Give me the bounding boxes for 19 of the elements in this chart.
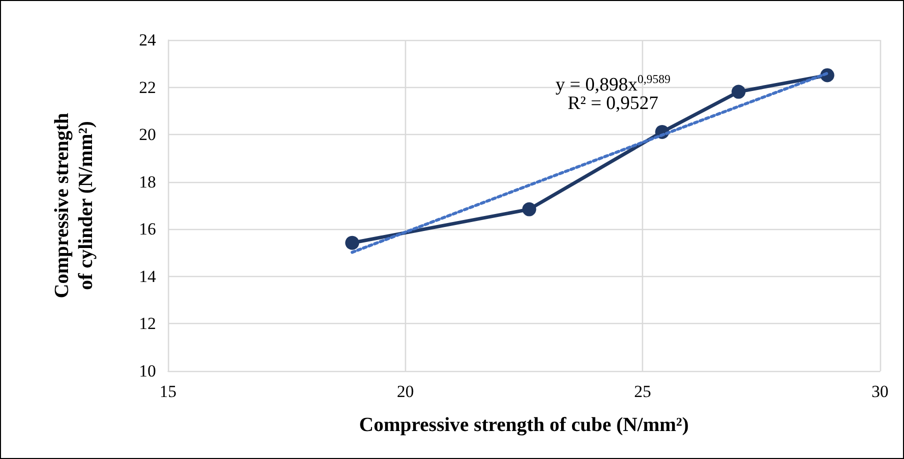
annotation: y = 0,898x$^{0,9589}$ [556,71,670,96]
y-axis-title: Compressive strength of cylinder (N/mm²) [51,112,97,298]
y-tick-label: 18 [139,172,156,192]
x-tick-label: 20 [396,382,414,401]
y-tick-label: 12 [139,314,156,334]
y-tick-label: 14 [139,266,156,286]
y-tick-label: 24 [139,30,156,50]
point [345,236,360,250]
point [732,84,746,99]
point [522,202,536,216]
x-axis-title: Compressive strength of cube (N/mm²) [359,414,689,436]
x-tick-label: 25 [634,382,652,401]
y-tick-label: 20 [139,125,156,144]
annotation: R² = 0,9527 [568,93,658,116]
y-tick-label: 22 [139,78,156,97]
x-tick-label: 15 [160,382,176,401]
x-tick-label: 30 [872,382,888,401]
y-tick-label: 16 [139,220,156,239]
y-tick-label: 10 [139,362,156,380]
